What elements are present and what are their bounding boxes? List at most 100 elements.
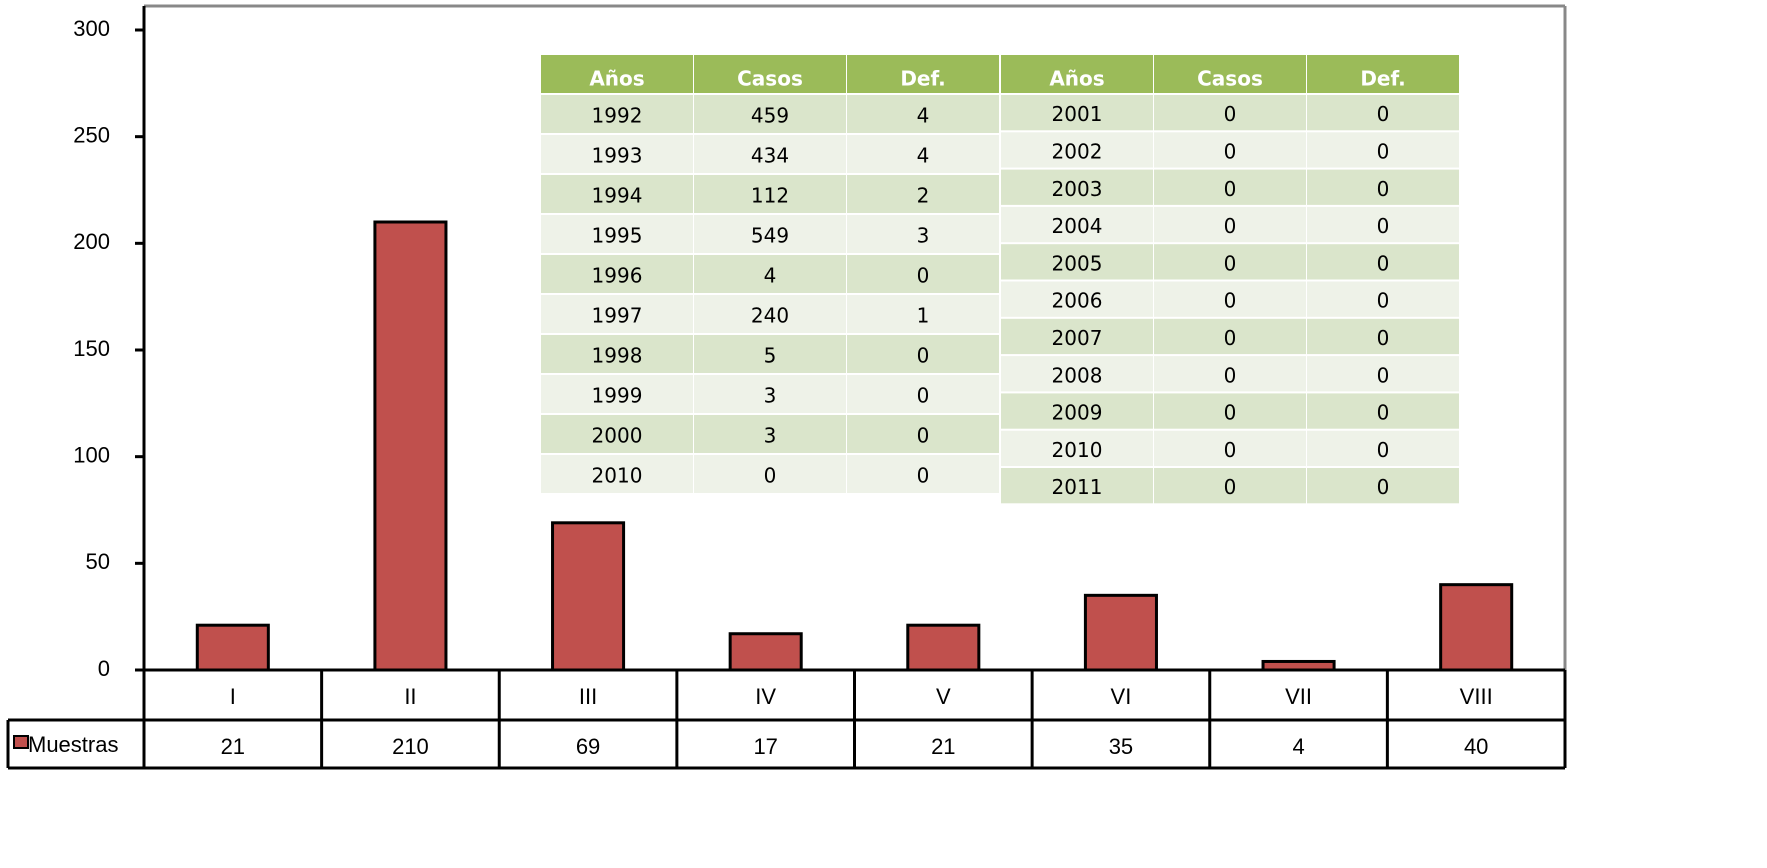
table-cell-text: 4 [764,264,777,288]
x-tick-label: IV [755,684,776,709]
table-cell-text: 549 [751,224,789,248]
x-tick-label: V [936,684,951,709]
table-cell [1001,318,1153,355]
table-cell [1001,356,1153,392]
table-header-cell [847,55,999,93]
table-cell [1307,281,1459,317]
bar [1439,583,1514,672]
table-cell-text: 2000 [592,424,643,448]
table-cell [694,415,846,453]
bar [728,632,803,672]
table-cell [847,135,999,173]
table-cell-text: 1995 [592,224,643,248]
table-cell-text: 0 [1224,475,1237,499]
data-table-value: 210 [392,734,429,759]
table-cell-text: 0 [1377,251,1390,275]
table-cell-text: 1996 [592,264,643,288]
table-cell-text: 0 [1224,438,1237,462]
table-cell [694,135,846,173]
table-cell [847,215,999,253]
table-cell-text: 3 [764,384,777,408]
table-cell [1154,281,1306,317]
data-table-value: 69 [576,734,600,759]
table-cell-text: 2005 [1052,251,1103,275]
table-cell-text: 0 [1224,326,1237,350]
table-cell [541,415,693,453]
table-cell [541,175,693,213]
table-cell [1001,393,1153,429]
table-cell-text: 0 [1377,475,1390,499]
table-cell [1001,281,1153,317]
table-cell-text: 0 [1224,177,1237,201]
table-cell [694,335,846,373]
table-cell [1307,132,1459,168]
x-tick-label: II [404,684,416,709]
table-cell-text: 5 [764,344,777,368]
table-cell-text: 0 [1377,438,1390,462]
table-cell [1307,169,1459,205]
table-cell-text: 1997 [592,304,643,328]
y-tick-label: 150 [73,336,110,361]
table-cell [1001,244,1153,280]
table-cell [847,295,999,333]
x-tick-label: I [230,684,236,709]
table-cell-text: 1998 [592,344,643,368]
table-cell-text: 0 [1377,139,1390,163]
table-cell [1001,468,1153,504]
table-cell [1154,132,1306,168]
table-cell [1154,95,1306,131]
x-tick-label: VII [1285,684,1312,709]
table-cell [1001,95,1153,131]
table-cell-text: 0 [917,384,930,408]
table-cell [1154,206,1306,243]
table-cell [1154,169,1306,205]
table-cell [541,455,693,493]
table-cell-text: 2 [917,184,930,208]
table-cell [1307,318,1459,355]
data-table-value: 4 [1292,734,1304,759]
bar [1083,593,1158,672]
table-cell-text: 0 [764,464,777,488]
table-cell-text: 0 [1224,289,1237,313]
data-table-value: 21 [931,734,955,759]
table-cell [1307,430,1459,466]
table-cell [847,255,999,293]
table-cell-text: 2003 [1052,177,1103,201]
y-tick-label: 300 [73,16,110,41]
table-cell [694,455,846,493]
y-tick-label: 250 [73,122,110,147]
table-cell [1154,244,1306,280]
table-header-cell [694,55,846,93]
table-header-cell [1154,55,1306,93]
data-table-value: 21 [221,734,245,759]
table-cell [541,135,693,173]
bar [551,521,626,672]
table-cell-text: 0 [1377,102,1390,126]
table-cell-text: 2011 [1052,475,1103,499]
table-header: Años [1049,67,1104,91]
y-tick-label: 100 [73,442,110,467]
table-cell [694,215,846,253]
table-cell [1307,393,1459,429]
table-cell [541,335,693,373]
table-cell-text: 112 [751,184,789,208]
table-cell-text: 0 [1224,401,1237,425]
table-cell [694,95,846,133]
table-cell [1307,356,1459,392]
y-tick-label: 0 [98,656,110,681]
table-cell-text: 3 [764,424,777,448]
table-cell-text: 2010 [592,464,643,488]
table-cell-text: 1992 [592,104,643,128]
table-cell [1001,430,1153,466]
table-cell-text: 1999 [592,384,643,408]
data-table-value: 17 [753,734,777,759]
table-cell-text: 0 [917,344,930,368]
table-cell [1154,468,1306,504]
table-cell [694,295,846,333]
table-cell [541,375,693,413]
table-cell [1001,206,1153,243]
table-cell [1307,468,1459,504]
table-cell-text: 3 [917,224,930,248]
table-cell-text: 2004 [1052,214,1103,238]
